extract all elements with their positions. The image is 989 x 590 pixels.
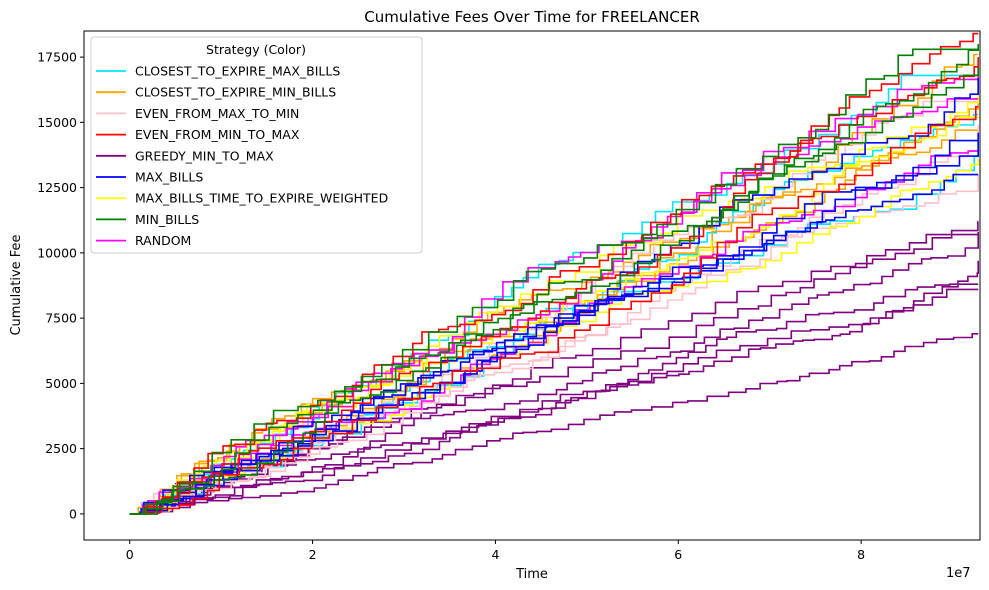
series-line: [129, 125, 979, 515]
legend-label: MIN_BILLS: [135, 212, 199, 227]
series-line: [129, 132, 979, 515]
legend-label: MAX_BILLS_TIME_TO_EXPIRE_WEIGHTED: [135, 191, 388, 206]
legend-box: [90, 36, 423, 254]
x-axis-multiplier: 1e7: [946, 566, 971, 581]
plot-frame: [83, 30, 981, 541]
series-line: [129, 333, 979, 515]
series-line: [129, 139, 979, 515]
y-tick-label: 12500: [37, 180, 77, 195]
y-tick-label: 2500: [45, 441, 77, 456]
legend: Strategy (Color) CLOSEST_TO_EXPIRE_MAX_B…: [90, 36, 423, 254]
x-axis-title: Time: [515, 567, 548, 582]
y-tick-label: 10000: [37, 245, 77, 260]
legend-label: RANDOM: [135, 233, 191, 248]
x-tick-label: 4: [491, 547, 499, 562]
legend-entries: CLOSEST_TO_EXPIRE_MAX_BILLS CLOSEST_TO_EX…: [96, 64, 388, 248]
series-line: [129, 98, 979, 515]
y-tick-label: 15000: [37, 115, 77, 130]
y-axis-title: Cumulative Fee: [9, 234, 24, 335]
legend-label: CLOSEST_TO_EXPIRE_MIN_BILLS: [135, 85, 336, 100]
y-tick-label: 7500: [45, 311, 77, 326]
legend-label: CLOSEST_TO_EXPIRE_MAX_BILLS: [135, 64, 340, 79]
series-line: [129, 72, 979, 515]
y-axis: 0 2500 5000 7500 10000 12500 15000 17500: [37, 50, 84, 521]
y-tick-label: 0: [69, 506, 77, 521]
series-line: [129, 48, 979, 515]
series-line: [129, 105, 979, 515]
x-tick-label: 2: [309, 547, 317, 562]
series-line: [129, 67, 979, 515]
series-line: [129, 44, 979, 515]
legend-label: MAX_BILLS: [135, 170, 203, 185]
series-lines: [129, 32, 979, 515]
legend-title: Strategy (Color): [206, 42, 306, 57]
legend-label: EVEN_FROM_MAX_TO_MIN: [135, 106, 299, 121]
series-line: [129, 288, 979, 515]
legend-label: GREEDY_MIN_TO_MAX: [135, 148, 274, 163]
x-tick-label: 8: [857, 547, 865, 562]
series-line: [129, 220, 979, 515]
chart-title: Cumulative Fees Over Time for FREELANCER: [364, 8, 700, 26]
series-line: [129, 78, 979, 515]
legend-label: EVEN_FROM_MIN_TO_MAX: [135, 127, 300, 142]
x-tick-label: 0: [126, 547, 134, 562]
x-tick-label: 6: [674, 547, 682, 562]
y-tick-label: 17500: [37, 50, 77, 65]
y-tick-label: 5000: [45, 376, 77, 391]
x-axis: 0 2 4 6 8: [126, 540, 865, 562]
